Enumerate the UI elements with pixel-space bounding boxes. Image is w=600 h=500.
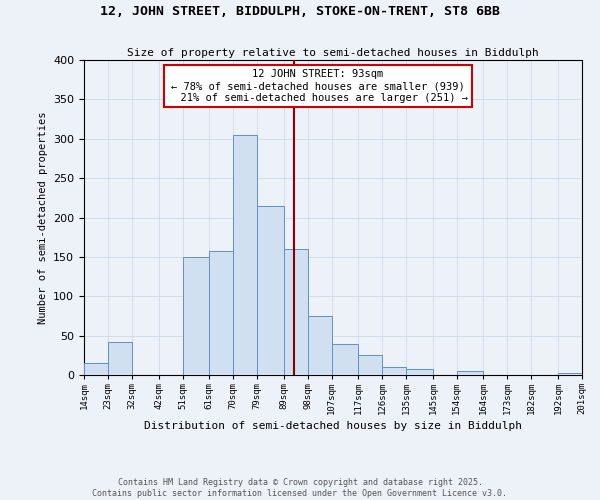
Bar [233,135,257,375]
Bar [558,374,582,375]
Title: Size of property relative to semi-detached houses in Biddulph: Size of property relative to semi-detach… [127,48,539,58]
Bar [358,356,382,375]
Bar [284,249,308,375]
Text: Contains HM Land Registry data © Crown copyright and database right 2025.
Contai: Contains HM Land Registry data © Crown c… [92,478,508,498]
Bar [332,344,358,375]
Bar [84,363,108,375]
Bar [382,367,406,375]
Text: 12, JOHN STREET, BIDDULPH, STOKE-ON-TRENT, ST8 6BB: 12, JOHN STREET, BIDDULPH, STOKE-ON-TREN… [100,5,500,18]
Bar [457,371,484,375]
Y-axis label: Number of semi-detached properties: Number of semi-detached properties [38,112,47,324]
Bar [108,342,132,375]
Bar [182,257,209,375]
Bar [209,250,233,375]
Text: 12 JOHN STREET: 93sqm
← 78% of semi-detached houses are smaller (939)
  21% of s: 12 JOHN STREET: 93sqm ← 78% of semi-deta… [168,70,468,102]
Bar [257,206,284,375]
X-axis label: Distribution of semi-detached houses by size in Biddulph: Distribution of semi-detached houses by … [144,421,522,431]
Bar [406,368,433,375]
Bar [308,316,332,375]
